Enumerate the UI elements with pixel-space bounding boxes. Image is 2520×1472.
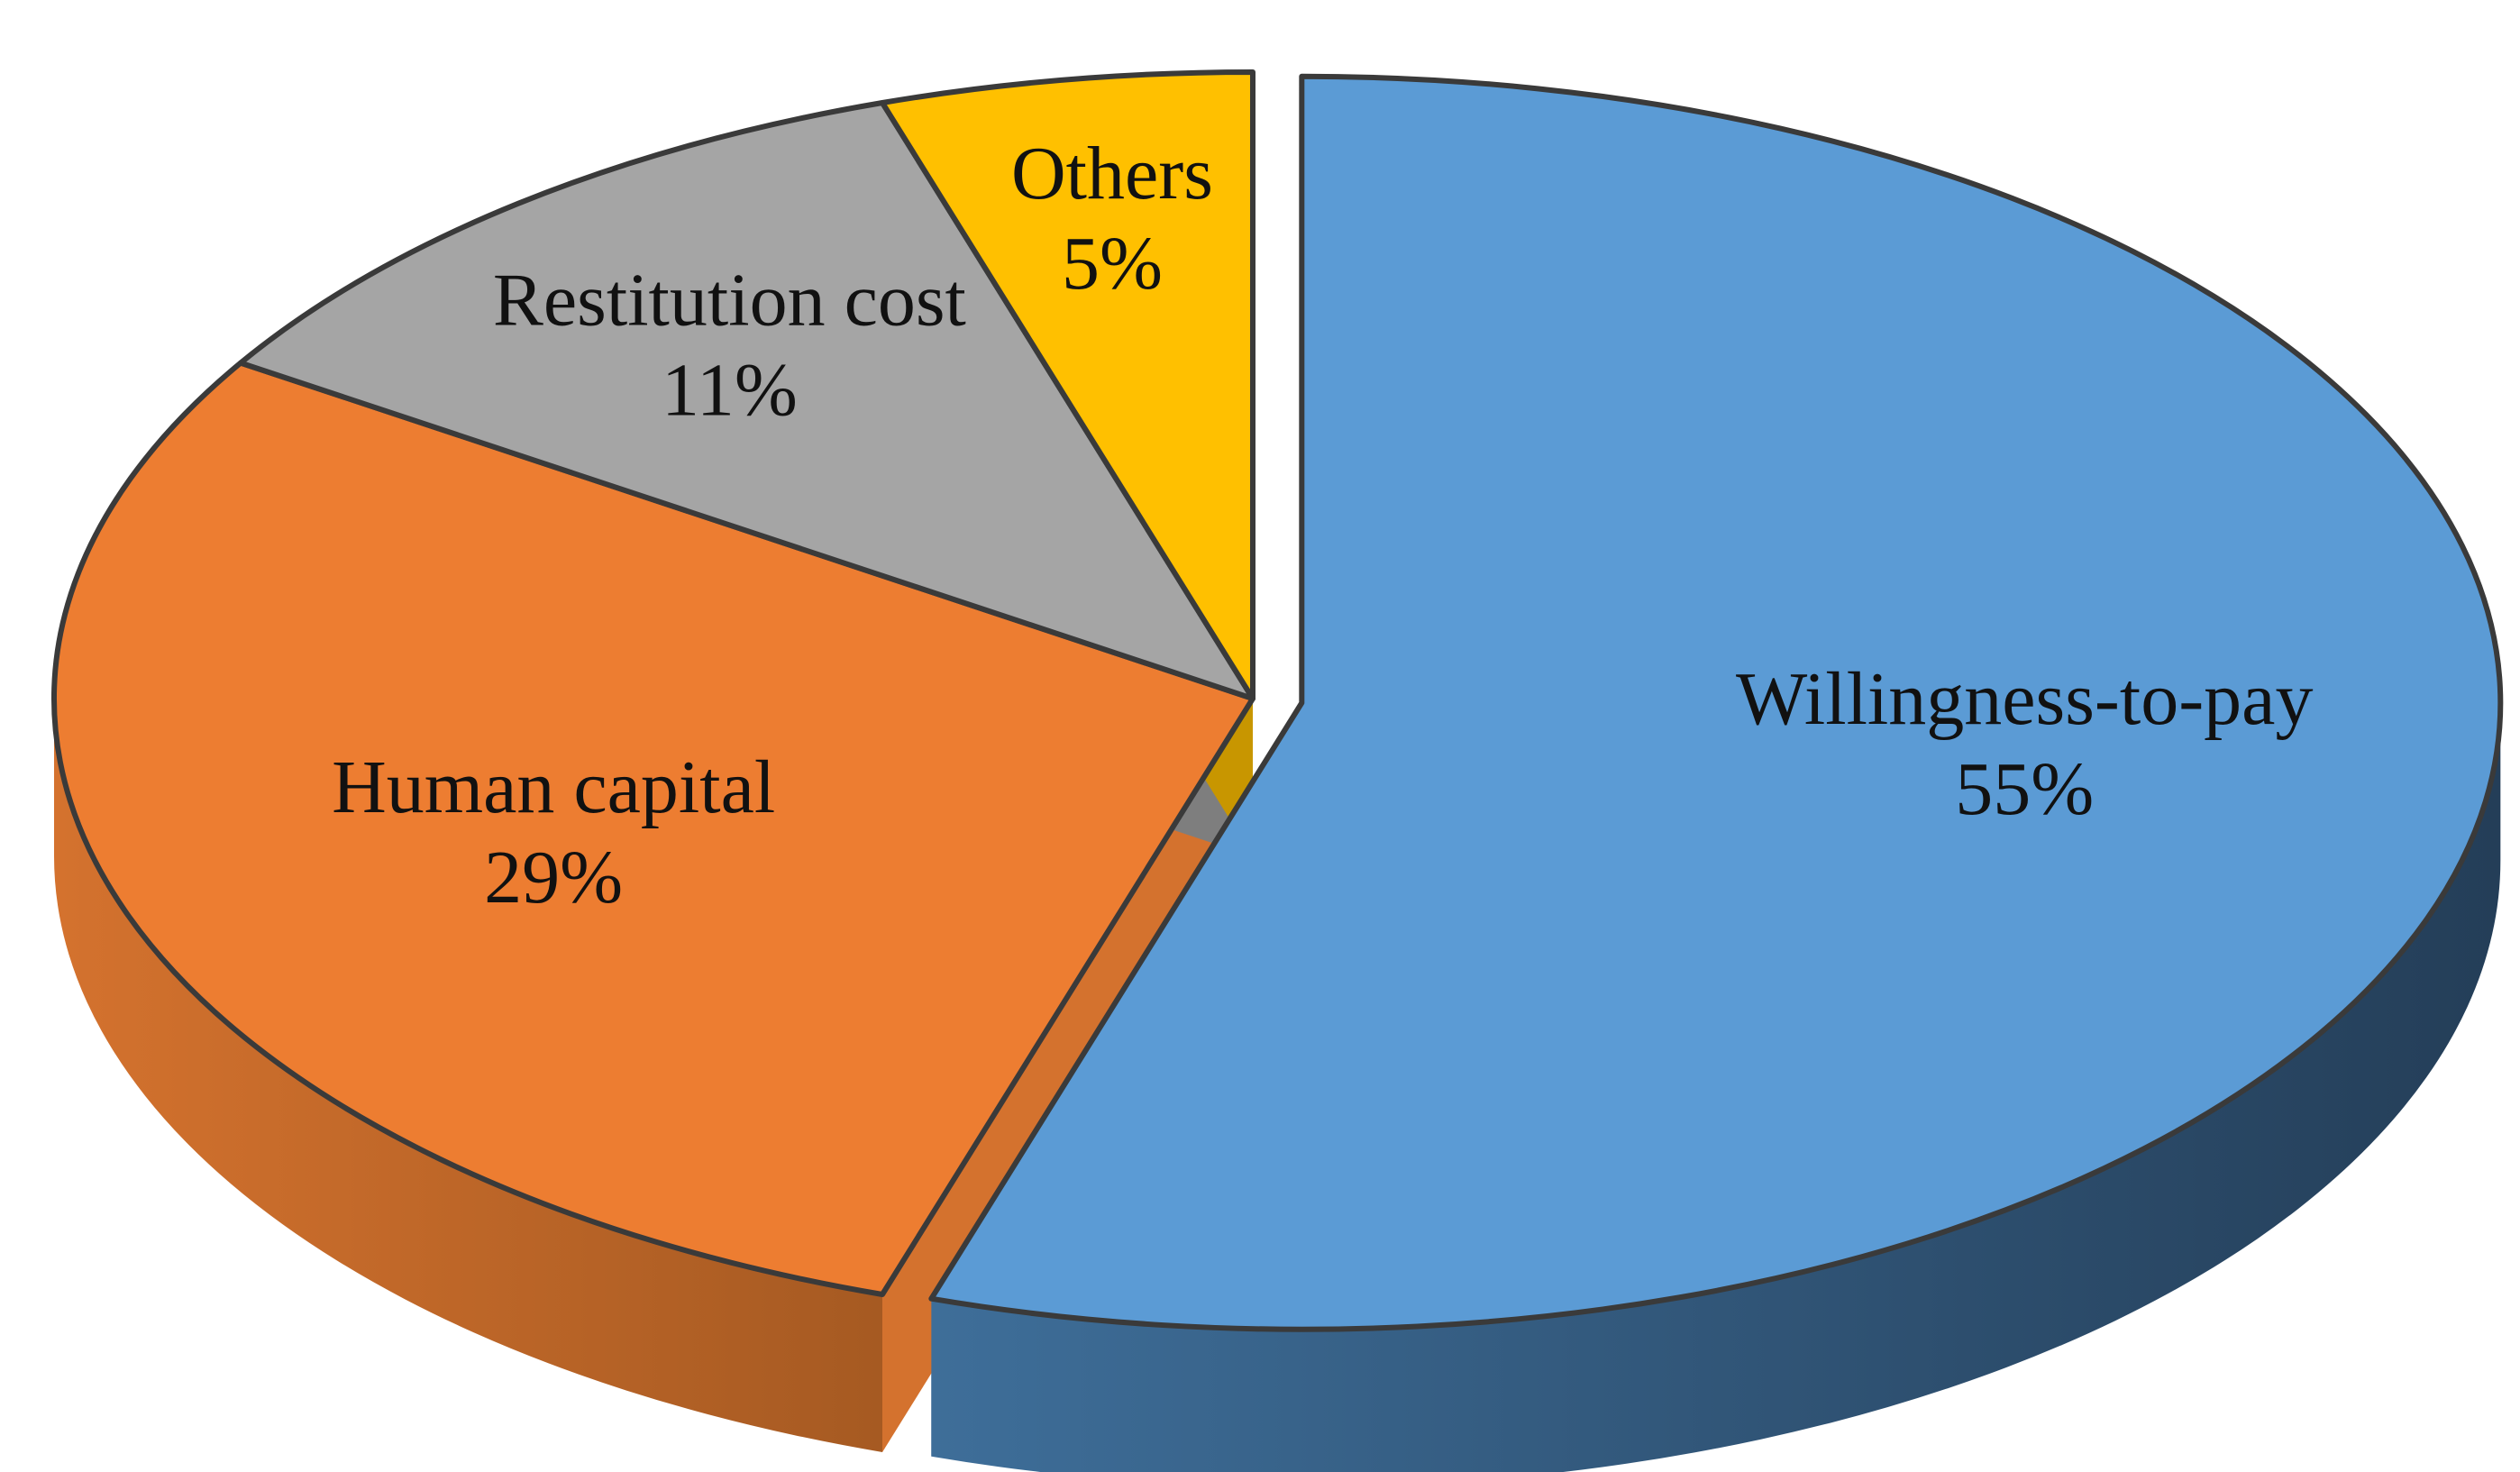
slice-side-willingness-to-pay — [931, 702, 2501, 1472]
slice-label-human-capital: Human capital — [332, 745, 775, 829]
slice-value-others: 5% — [1062, 222, 1163, 306]
slice-others — [880, 69, 1255, 701]
slice-tops — [51, 69, 2504, 1332]
slice-label-others: Others — [1011, 132, 1213, 215]
slice-label-restitution-cost: Restitution cost — [493, 259, 966, 343]
slice-value-restitution-cost: 11% — [662, 349, 798, 433]
slice-value-willingness-to-pay: 55% — [1955, 747, 2094, 831]
slice-label-willingness-to-pay: Willingness-to-pay — [1736, 657, 2314, 741]
slice-restitution-cost — [238, 100, 1255, 701]
slice-human-capital — [51, 360, 1255, 1297]
slice-willingness-to-pay — [928, 73, 2504, 1332]
slice-value-human-capital: 29% — [484, 836, 623, 919]
slice-side-human-capital — [54, 699, 883, 1452]
